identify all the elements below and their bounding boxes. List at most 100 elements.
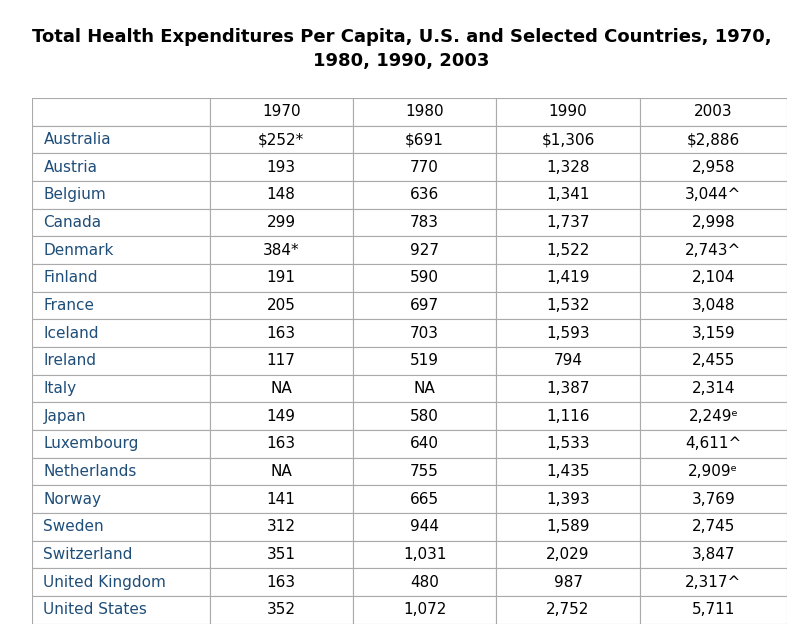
Bar [353, 375, 496, 403]
Text: France: France [43, 298, 95, 313]
Text: 2,249ᵉ: 2,249ᵉ [687, 409, 737, 423]
Text: Japan: Japan [43, 409, 86, 423]
Bar [496, 126, 639, 153]
Bar [496, 568, 639, 596]
Text: 148: 148 [266, 187, 295, 203]
Bar [496, 264, 639, 292]
Bar [496, 375, 639, 403]
Bar [496, 236, 639, 264]
Bar [353, 430, 496, 458]
Bar [32, 319, 209, 347]
Bar [496, 458, 639, 486]
Bar [639, 596, 786, 624]
Bar [353, 264, 496, 292]
Text: 2,104: 2,104 [691, 270, 734, 285]
Text: 1,593: 1,593 [545, 325, 589, 341]
Text: 1,532: 1,532 [545, 298, 589, 313]
Text: United Kingdom: United Kingdom [43, 575, 166, 589]
Bar [32, 98, 209, 126]
Text: 163: 163 [266, 436, 295, 451]
Bar [639, 486, 786, 513]
Text: 2,314: 2,314 [691, 381, 734, 396]
Bar [209, 541, 352, 568]
Text: 5,711: 5,711 [691, 602, 734, 617]
Bar [496, 430, 639, 458]
Text: 299: 299 [266, 215, 295, 230]
Text: 351: 351 [266, 547, 295, 562]
Bar [353, 403, 496, 430]
Text: $1,306: $1,306 [541, 132, 594, 147]
Bar [639, 153, 786, 181]
Text: Norway: Norway [43, 492, 101, 506]
Bar [639, 458, 786, 486]
Bar [353, 209, 496, 236]
Text: Finland: Finland [43, 270, 98, 285]
Text: 2,909ᵉ: 2,909ᵉ [687, 464, 737, 479]
Text: 117: 117 [266, 353, 295, 368]
Bar [639, 403, 786, 430]
Bar [496, 486, 639, 513]
Text: Italy: Italy [43, 381, 76, 396]
Text: 3,847: 3,847 [691, 547, 734, 562]
Text: 384*: 384* [262, 242, 299, 258]
Text: 3,159: 3,159 [691, 325, 735, 341]
Bar [209, 236, 352, 264]
Text: 944: 944 [410, 519, 439, 534]
Bar [496, 513, 639, 541]
Bar [353, 458, 496, 486]
Text: 312: 312 [266, 519, 295, 534]
Bar [209, 568, 352, 596]
Bar [639, 375, 786, 403]
Text: 636: 636 [410, 187, 439, 203]
Text: 640: 640 [410, 436, 439, 451]
Bar [353, 513, 496, 541]
Bar [32, 236, 209, 264]
Text: 1,072: 1,072 [403, 602, 446, 617]
Text: 4,611^: 4,611^ [684, 436, 740, 451]
Bar [353, 319, 496, 347]
Bar [32, 541, 209, 568]
Text: United States: United States [43, 602, 147, 617]
Bar [32, 264, 209, 292]
Bar [32, 568, 209, 596]
Text: Total Health Expenditures Per Capita, U.S. and Selected Countries, 1970,
1980, 1: Total Health Expenditures Per Capita, U.… [31, 28, 771, 70]
Text: $252*: $252* [257, 132, 304, 147]
Bar [32, 513, 209, 541]
Bar [639, 541, 786, 568]
Text: 141: 141 [266, 492, 295, 506]
Bar [209, 98, 352, 126]
Bar [209, 458, 352, 486]
Bar [209, 319, 352, 347]
Text: 770: 770 [410, 160, 439, 175]
Text: 1,435: 1,435 [545, 464, 589, 479]
Bar [496, 292, 639, 319]
Bar [496, 209, 639, 236]
Bar [32, 153, 209, 181]
Bar [209, 347, 352, 375]
Text: $2,886: $2,886 [686, 132, 739, 147]
Text: 2,743^: 2,743^ [684, 242, 740, 258]
Text: 205: 205 [266, 298, 295, 313]
Text: 3,769: 3,769 [691, 492, 735, 506]
Bar [32, 209, 209, 236]
Bar [353, 347, 496, 375]
Text: 697: 697 [410, 298, 439, 313]
Bar [639, 347, 786, 375]
Text: 1,737: 1,737 [545, 215, 589, 230]
Bar [353, 596, 496, 624]
Bar [496, 347, 639, 375]
Text: 580: 580 [410, 409, 439, 423]
Text: Ireland: Ireland [43, 353, 96, 368]
Bar [32, 375, 209, 403]
Text: 1,522: 1,522 [545, 242, 589, 258]
Text: 2,745: 2,745 [691, 519, 734, 534]
Text: 783: 783 [410, 215, 439, 230]
Text: 1,341: 1,341 [545, 187, 589, 203]
Bar [32, 486, 209, 513]
Bar [353, 181, 496, 209]
Text: Austria: Austria [43, 160, 97, 175]
Bar [353, 541, 496, 568]
Text: 1,589: 1,589 [545, 519, 589, 534]
Bar [639, 430, 786, 458]
Bar [209, 126, 352, 153]
